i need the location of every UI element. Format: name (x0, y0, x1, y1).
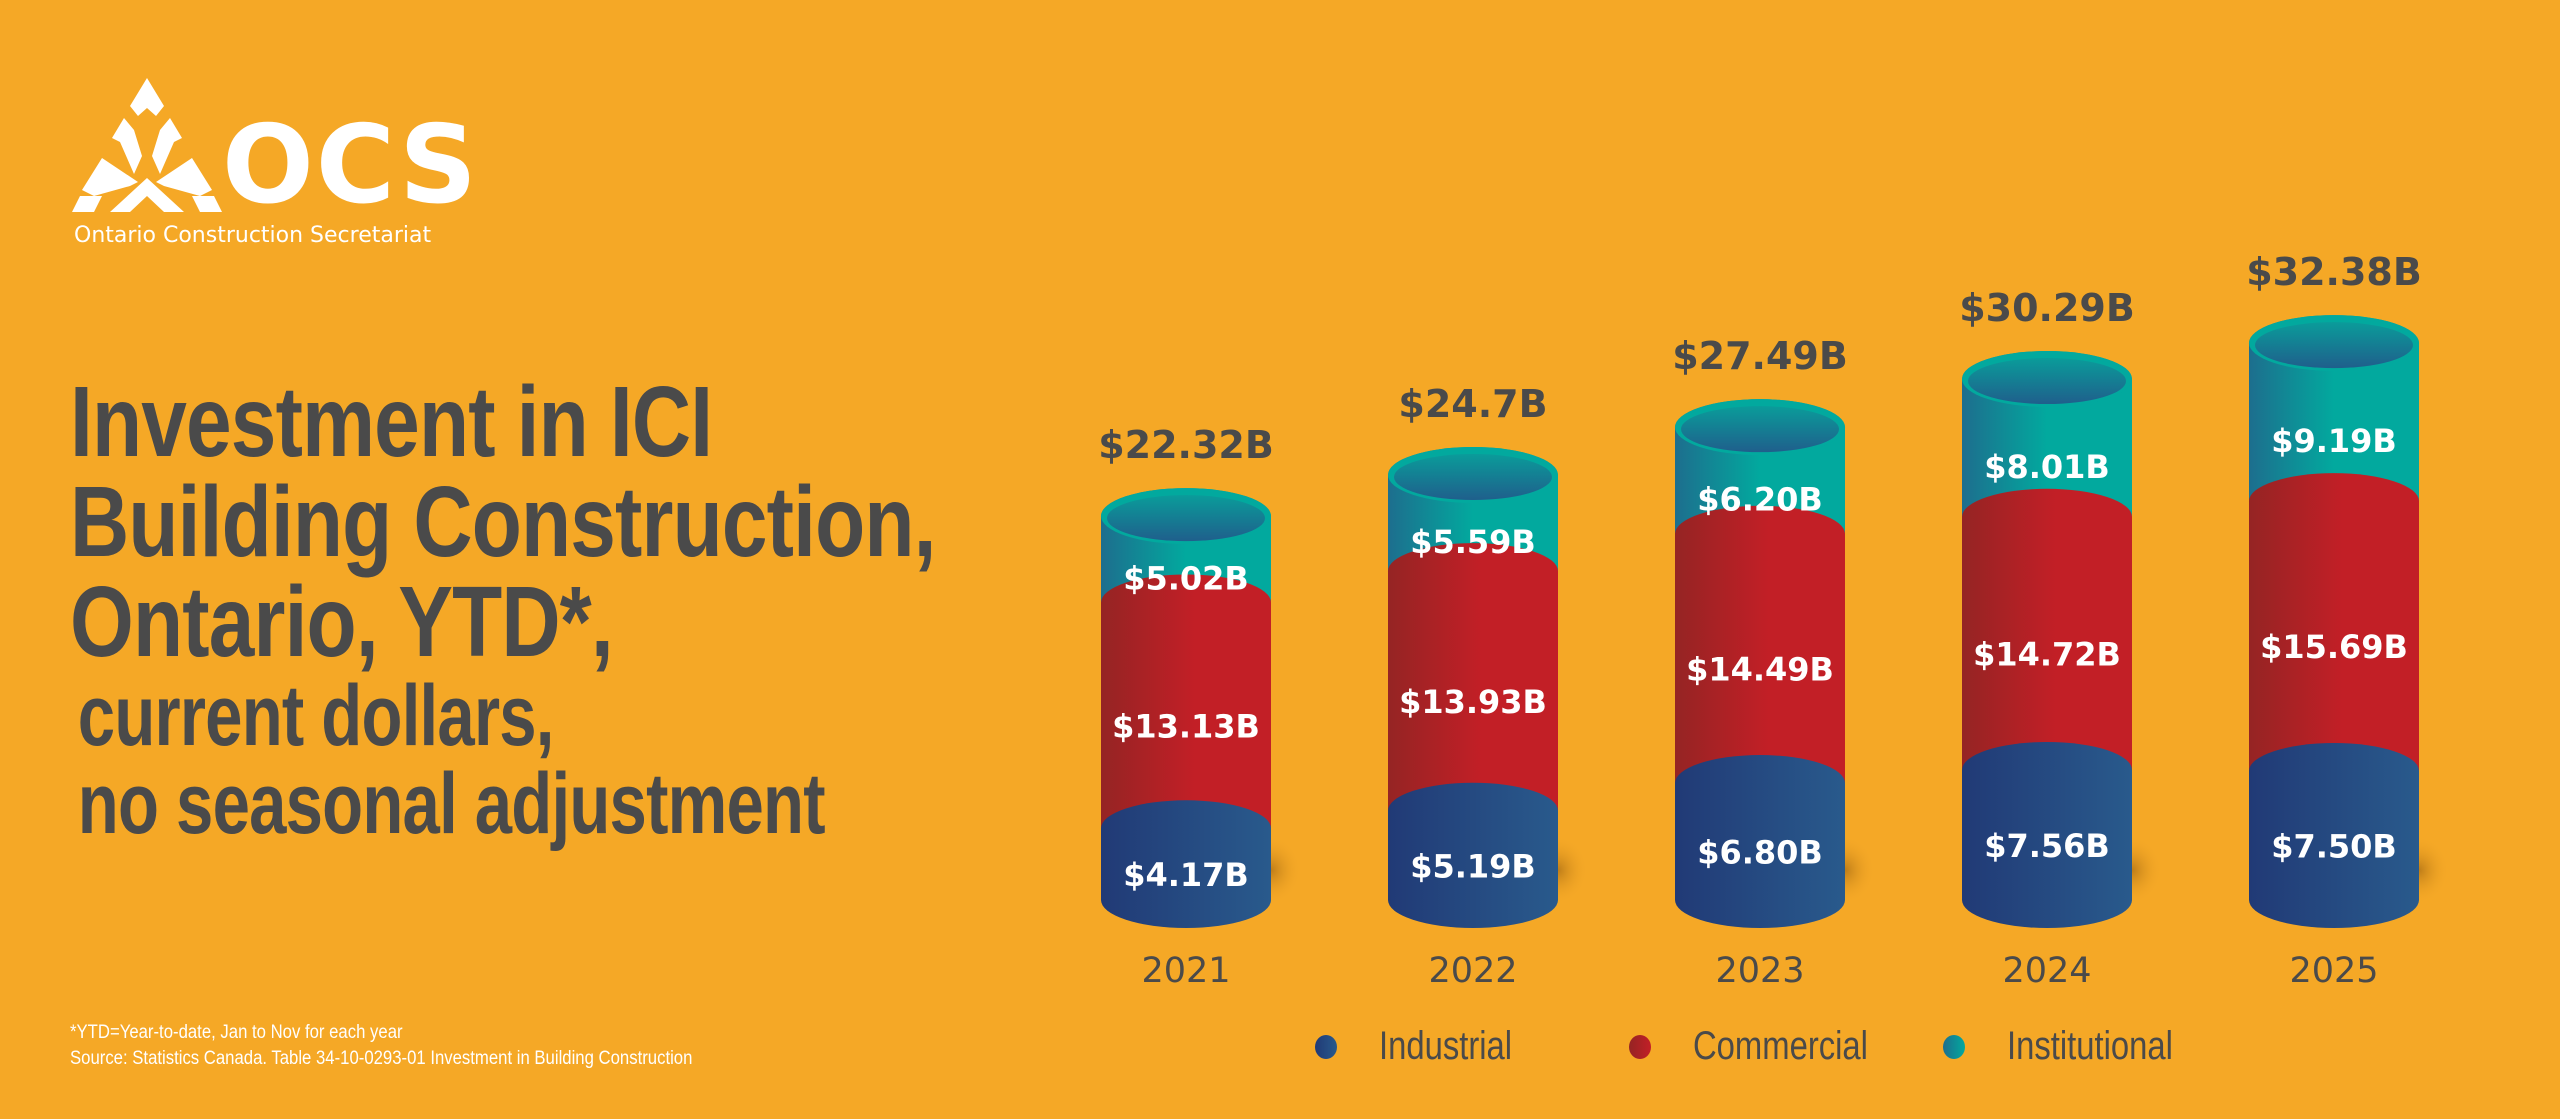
bar-segment-industrial (1675, 755, 1845, 928)
ocs-logo: OCS Ontario Construction Secretariat (72, 78, 492, 258)
x-tick-label: 2023 (1715, 951, 1804, 991)
bar-segment-commercial (1962, 488, 2132, 798)
segment-label-commercial: $15.69B (2260, 628, 2408, 666)
legend-item-commercial: Commercial (1629, 1024, 1873, 1069)
bar-top-inner (1394, 453, 1552, 500)
title-line-3: Ontario, YTD*, (70, 566, 614, 678)
legend-item-industrial: Industrial (1315, 1024, 1559, 1069)
bar-top-inner (1107, 495, 1265, 542)
legend-item-institutional: Institutional (1943, 1024, 2187, 1069)
footnote: *YTD=Year-to-date, Jan to Nov for each y… (70, 1020, 692, 1072)
x-tick-label: 2025 (2289, 951, 2378, 991)
bar-top-inner (1968, 358, 2126, 405)
x-tick-label: 2022 (1428, 951, 1517, 991)
bar-2021: $4.17B $13.13B $5.02B $22.32B 2021 (1098, 423, 1301, 991)
segment-label-institutional: $5.02B (1123, 559, 1249, 597)
bar-segment-commercial (2249, 473, 2419, 799)
bar-segment-industrial (1388, 782, 1558, 928)
chart-legend: Industrial Commercial Institutional (1315, 1024, 2257, 1069)
segment-label-industrial: $7.56B (1984, 827, 2110, 865)
bar-2025: $7.50B $15.69B $9.19B $32.38B 2025 (2246, 250, 2449, 991)
bar-2023: $6.80B $14.49B $6.20B $27.49B 2023 (1672, 334, 1875, 991)
legend-label-industrial: Industrial (1379, 1024, 1513, 1068)
segment-label-industrial: $7.50B (2271, 828, 2397, 866)
title-line-2: Building Construction, (70, 466, 936, 578)
segment-label-institutional: $6.20B (1697, 480, 1823, 518)
total-label: $30.29B (1959, 286, 2135, 330)
ocs-logo-icon (72, 78, 222, 212)
x-tick-label: 2021 (1141, 951, 1230, 991)
segment-label-institutional: $5.59B (1410, 523, 1536, 561)
x-tick-label: 2024 (2002, 951, 2091, 991)
segment-label-commercial: $13.93B (1399, 683, 1547, 721)
subtitle-line-1: current dollars, (77, 668, 555, 764)
legend-swatch-industrial (1315, 1034, 1337, 1059)
logo-wordmark: OCS (222, 103, 479, 228)
bar-segment-commercial (1388, 543, 1558, 839)
total-label: $32.38B (2246, 250, 2422, 294)
bar-2024: $7.56B $14.72B $8.01B $30.29B 2024 (1959, 286, 2162, 991)
logo-subtitle: Ontario Construction Secretariat (74, 223, 432, 248)
bar-segment-industrial (1962, 741, 2132, 928)
segment-label-commercial: $13.13B (1112, 707, 1260, 745)
segment-label-industrial: $5.19B (1410, 847, 1536, 885)
segment-label-industrial: $4.17B (1123, 856, 1249, 894)
total-label: $27.49B (1672, 334, 1848, 378)
source-note: Source: Statistics Canada. Table 34-10-0… (70, 1048, 693, 1069)
subtitle-line-2: no seasonal adjustment (77, 756, 826, 852)
bar-top-inner (1681, 406, 1839, 453)
bar-2022: $5.19B $13.93B $5.59B $24.7B 2022 (1388, 382, 1588, 991)
chart-title: Investment in ICI Building Construction,… (70, 372, 1126, 848)
segment-label-institutional: $8.01B (1984, 448, 2110, 486)
segment-label-commercial: $14.49B (1686, 650, 1834, 688)
bar-segment-industrial (2249, 743, 2419, 928)
legend-swatch-commercial (1629, 1034, 1651, 1059)
total-label: $22.32B (1098, 423, 1274, 467)
segment-label-industrial: $6.80B (1697, 834, 1823, 872)
bar-top-inner (2255, 322, 2413, 369)
bar-segment-institutional (2249, 315, 2419, 530)
legend-label-institutional: Institutional (2007, 1024, 2173, 1068)
bar-segment-commercial (1675, 505, 1845, 812)
bar-segment-commercial (1101, 574, 1271, 857)
segment-label-institutional: $9.19B (2271, 422, 2397, 460)
bar-segment-industrial (1101, 800, 1271, 928)
segment-label-commercial: $14.72B (1973, 635, 2121, 673)
title-line-1: Investment in ICI (70, 366, 713, 478)
ytd-note: *YTD=Year-to-date, Jan to Nov for each y… (70, 1022, 403, 1043)
legend-label-commercial: Commercial (1693, 1024, 1868, 1068)
total-label: $24.7B (1398, 382, 1547, 426)
legend-swatch-institutional (1943, 1034, 1965, 1059)
